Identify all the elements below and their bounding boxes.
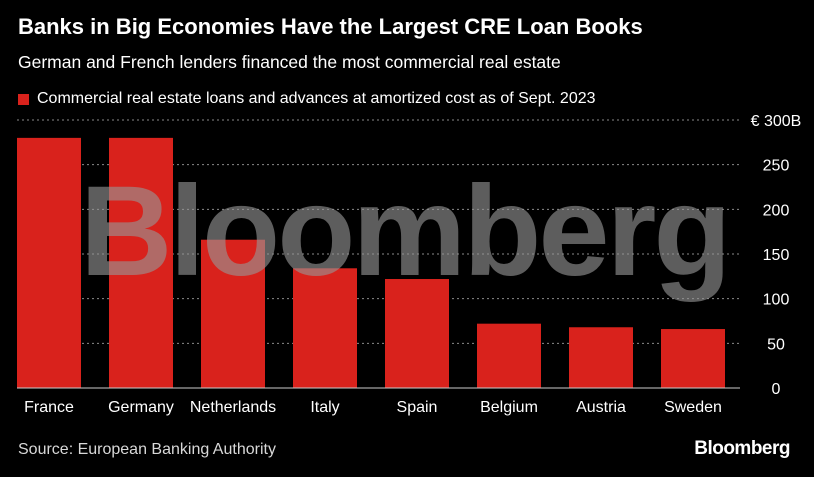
y-tick-label: € 300B — [751, 113, 802, 130]
x-tick-label: Germany — [108, 399, 174, 416]
bar — [661, 329, 725, 388]
bar — [477, 323, 541, 388]
source-note: Source: European Banking Authority — [18, 441, 276, 458]
bar — [569, 327, 633, 388]
x-tick-label: Belgium — [480, 399, 538, 416]
x-tick-label: Italy — [310, 399, 339, 416]
x-tick-label: Sweden — [664, 399, 722, 416]
legend-swatch — [18, 93, 29, 105]
x-tick-label: Spain — [397, 399, 438, 416]
bar — [17, 137, 81, 388]
legend: Commercial real estate loans and advance… — [18, 90, 596, 108]
y-tick-label: 0 — [772, 381, 781, 398]
chart-subtitle: German and French lenders financed the m… — [18, 52, 561, 72]
bar — [293, 268, 357, 388]
legend-label: Commercial real estate loans and advance… — [37, 90, 596, 107]
bar — [109, 137, 173, 388]
bar — [201, 239, 265, 388]
bloomberg-logo: Bloomberg — [694, 438, 790, 459]
y-tick-label: 50 — [767, 336, 785, 353]
y-tick-label: 150 — [763, 247, 790, 264]
y-tick-label: 100 — [763, 292, 790, 309]
y-tick-label: 250 — [763, 158, 790, 175]
x-tick-label: Netherlands — [190, 399, 276, 416]
x-tick-label: Austria — [576, 399, 626, 416]
x-tick-label: France — [24, 399, 74, 416]
y-tick-label: 200 — [763, 202, 790, 219]
chart-title: Banks in Big Economies Have the Largest … — [18, 14, 643, 39]
bar — [385, 279, 449, 388]
